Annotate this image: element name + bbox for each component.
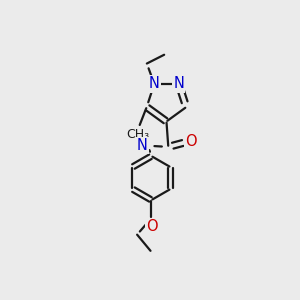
Text: O: O (186, 134, 197, 149)
Text: N: N (173, 76, 184, 92)
Text: N: N (149, 76, 160, 92)
Text: H: H (136, 138, 146, 151)
Text: O: O (146, 219, 158, 234)
Text: CH₃: CH₃ (127, 128, 150, 141)
Text: N: N (137, 138, 148, 153)
